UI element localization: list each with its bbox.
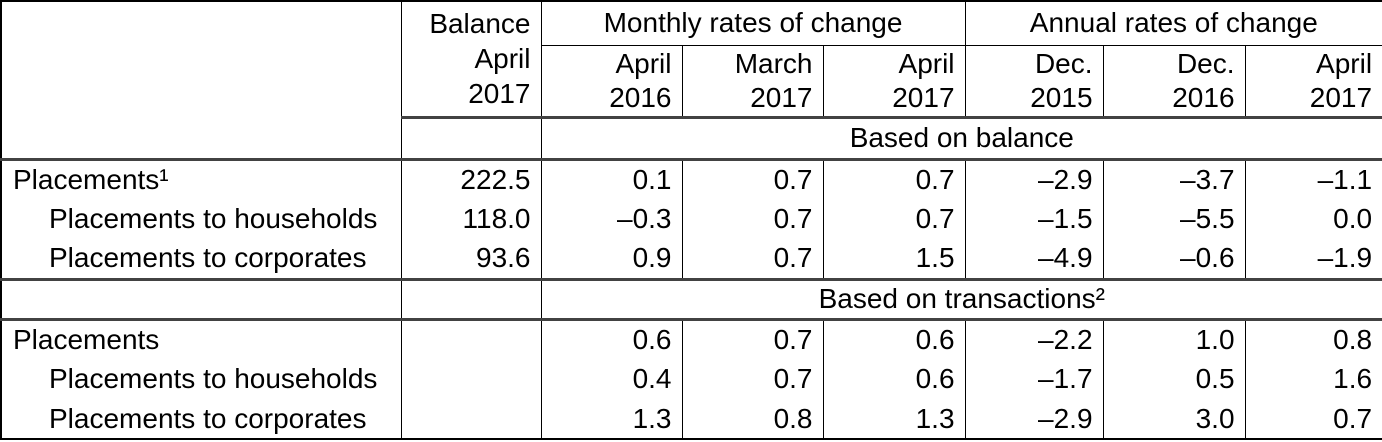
data-cell: 0.7 [822,199,966,239]
subcol-header-annual-april-2017: April 2017 [1244,45,1382,119]
data-cell: –2.2 [964,319,1104,359]
data-cell: 0.9 [540,239,682,281]
subcol-year: 2017 [1309,81,1373,113]
data-cell: 1.3 [540,399,682,439]
balance-header-word: Balance [429,8,531,40]
table-row: Placements¹ 222.5 0.1 0.7 0.7 –2.9 –3.7 … [1,159,1382,199]
subcol-month: Dec. [1176,47,1235,79]
section-band-based-on-transactions: Based on transactions² [540,279,1382,321]
data-cell: –1.7 [964,359,1104,399]
subcol-year: 2016 [1172,81,1235,113]
subcol-month: April [898,47,955,79]
data-cell: –4.9 [964,239,1104,281]
data-cell: 0.7 [1244,399,1382,439]
data-cell: –0.6 [1102,239,1246,281]
data-cell: 0.7 [822,159,966,199]
subcol-year: 2017 [750,81,813,113]
data-cell: 1.5 [822,239,966,281]
data-cell: 1.3 [822,399,966,439]
data-cell [400,359,541,399]
data-cell: 0.8 [681,399,823,439]
data-cell: 0.7 [681,319,823,359]
subcol-month: April [615,47,672,79]
data-cell: 0.7 [681,199,823,239]
subcol-month: Dec. [1034,47,1093,79]
subcol-header-monthly-march-2017: March 2017 [681,45,823,119]
data-cell: 0.7 [681,239,823,281]
data-cell: –5.5 [1102,199,1246,239]
row-label: Placements to corporates [1,239,401,281]
data-cell: 0.7 [681,159,823,199]
data-cell: 1.6 [1244,359,1382,399]
table-row: Placements to corporates 93.6 0.9 0.7 1.… [1,239,1382,281]
subcol-header-monthly-april-2016: April 2016 [540,45,682,119]
data-cell: 0.6 [822,319,966,359]
data-cell: 0.1 [540,159,682,199]
subcol-header-annual-dec-2015: Dec. 2015 [964,45,1104,119]
row-label: Placements [13,323,160,355]
data-cell: 0.6 [540,319,682,359]
table-row: Placements to corporates 1.3 0.8 1.3 –2.… [1,399,1382,439]
band-empty-cell [400,117,541,161]
data-cell: 0.5 [1102,359,1246,399]
data-cell: –1.5 [964,199,1104,239]
row-label: Placements to households [49,363,378,394]
subcol-header-annual-dec-2016: Dec. 2016 [1102,45,1246,119]
row-label: Placements to corporates [49,402,367,434]
data-cell: 3.0 [1102,399,1246,439]
data-cell: 0.7 [681,359,823,399]
monthly-group-header: Monthly rates of change [540,1,966,46]
band-empty-cell [1,117,401,161]
subcol-header-monthly-april-2017: April 2017 [822,45,966,119]
row-label: Placements to households [49,203,378,234]
data-cell: 0.6 [822,359,966,399]
section-band-row-balance: Based on balance [1,117,1382,161]
data-cell: –2.9 [964,159,1104,199]
data-cell: 93.6 [400,239,541,281]
subcol-month: April [1316,47,1373,79]
data-cell: 0.0 [1244,199,1382,239]
subcol-year: 2016 [609,81,672,113]
data-cell: –3.7 [1102,159,1246,199]
data-cell [400,319,541,359]
section-band-row-transactions: Based on transactions² [1,279,1382,321]
subcol-month: March [734,47,813,79]
balance-header-month: April [474,43,531,75]
group-header-row: Balance April 2017 Monthly rates of chan… [1,1,1382,119]
data-cell: 118.0 [400,199,541,239]
balance-column-header: Balance April 2017 [400,1,541,119]
subheader-row: April 2016 March 2017 April 2017 Dec. 20… [1,45,1382,119]
table-row: Placements 0.6 0.7 0.6 –2.2 1.0 0.8 [1,319,1382,359]
data-cell: 222.5 [400,159,541,199]
data-cell: 0.8 [1244,319,1382,359]
table-row: Placements to households 0.4 0.7 0.6 –1.… [1,359,1382,399]
balance-header-year: 2017 [468,78,531,110]
subcol-year: 2015 [1030,81,1093,113]
data-cell: 1.0 [1102,319,1246,359]
section-band-based-on-balance: Based on balance [540,117,1382,161]
data-cell: –0.3 [540,199,682,239]
band-empty-cell [400,279,541,321]
annual-group-header: Annual rates of change [964,1,1382,46]
data-cell: –1.9 [1244,239,1382,281]
subcol-year: 2017 [892,81,955,113]
corner-cell [1,1,401,117]
data-cell: –1.1 [1244,159,1382,199]
row-label: Placements¹ [13,163,169,195]
band-empty-cell [1,279,401,321]
data-cell: 0.4 [540,359,682,399]
data-cell [400,399,541,439]
data-cell: –2.9 [964,399,1104,439]
table-row: Placements to households 118.0 –0.3 0.7 … [1,199,1382,239]
